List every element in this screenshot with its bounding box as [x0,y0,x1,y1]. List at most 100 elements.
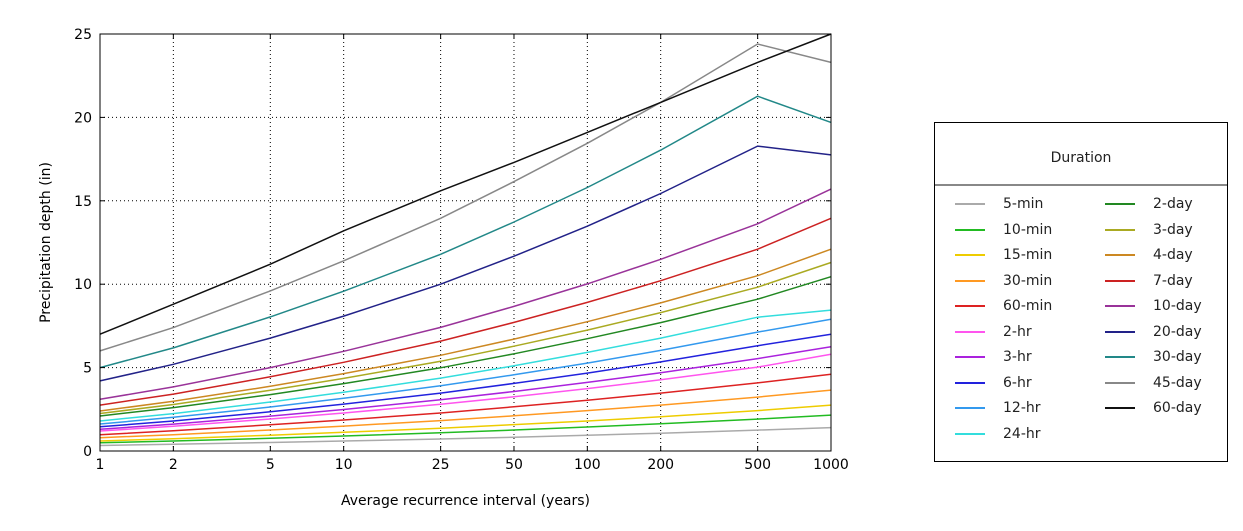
series-line-4-day [99,248,832,412]
y-axis-label: Precipitation depth (in) [38,162,54,323]
legend-label: 3-hr [1003,349,1032,365]
legend-item-3-hr: 3-hr [955,348,1032,366]
series-line-60-day [99,33,832,335]
legend-swatch [955,203,985,205]
series-line-10-min [99,414,832,444]
legend-item-3-day: 3-day [1105,221,1193,239]
x-tick-label: 50 [505,457,523,473]
series-layer [99,33,832,447]
legend-swatch [1105,228,1135,231]
series-line-5-min [99,426,832,447]
legend-label: 5-min [1003,196,1044,212]
legend-swatch [955,305,985,307]
x-tick-label: 1000 [813,457,849,473]
legend-swatch [1105,203,1135,205]
series-line-3-hr [99,346,832,431]
legend-item-60-day: 60-day [1105,399,1202,417]
legend-item-30-day: 30-day [1105,348,1202,366]
legend-swatch [955,254,985,256]
legend-label: 15-min [1003,247,1053,263]
legend-item-4-day: 4-day [1105,246,1193,264]
legend-label: 10-day [1153,298,1202,314]
series-line-15-min [99,404,832,442]
series-line-7-day [99,217,832,406]
legend-label: 7-day [1153,272,1193,289]
legend-label: 2-day [1153,196,1193,212]
x-axis-label: Average recurrence interval (years) [341,493,590,509]
legend: Duration 5-min 10-min 15-min 30-min 60-min 2-… [934,122,1228,462]
legend-label: 3-day [1153,221,1193,238]
legend-item-12-hr: 12-hr [955,399,1041,417]
legend-label: 45-day [1153,374,1202,391]
legend-item-10-day: 10-day [1105,297,1202,315]
x-tick-label: 2 [169,457,178,473]
plot-frame [99,33,832,452]
y-tick-label: 15 [74,194,92,210]
y-tick-label: 0 [83,444,92,460]
series-line-30-min [99,389,832,439]
series-line-24-hr [99,309,832,422]
legend-label: 2-hr [1003,323,1032,340]
legend-swatch [1105,381,1135,384]
legend-swatch [1105,330,1135,333]
x-tick-label: 25 [432,457,450,473]
legend-item-30-min: 30-min [955,272,1052,290]
x-tick-label: 200 [647,457,674,473]
series-line-2-day [99,275,832,417]
legend-label: 10-min [1003,221,1053,238]
legend-swatch [955,381,985,384]
series-line-60-min [99,373,832,436]
grid-layer [100,34,831,451]
legend-title: Duration [1050,150,1112,166]
y-tick-label: 5 [83,361,92,377]
x-tick-label: 10 [335,457,353,473]
legend-item-6-hr: 6-hr [955,374,1032,392]
legend-swatch [955,330,985,333]
y-tick-label: 10 [74,277,92,293]
legend-label: 30-day [1153,349,1202,365]
legend-item-15-min: 15-min [955,246,1052,264]
legend-item-2-day: 2-day [1105,195,1193,213]
legend-item-45-day: 45-day [1105,374,1202,392]
series-line-12-hr [99,318,832,425]
x-tick-label: 1 [96,457,105,473]
x-tick-label: 100 [574,457,601,473]
legend-item-20-day: 20-day [1105,323,1202,341]
series-line-30-day [99,95,832,369]
legend-item-10-min: 10-min [955,221,1052,239]
legend-swatch [1105,305,1135,307]
legend-item-5-min: 5-min [955,195,1043,213]
legend-swatch [955,279,985,282]
legend-label: 60-min [1003,298,1053,314]
legend-item-24-hr: 24-hr [955,425,1041,443]
series-line-2-hr [99,353,832,432]
series-line-6-hr [99,333,832,428]
legend-item-7-day: 7-day [1105,272,1193,290]
series-line-45-day [99,43,832,352]
legend-swatch [1105,279,1135,282]
legend-label: 30-min [1003,272,1053,289]
legend-label: 20-day [1153,323,1202,340]
x-tick-label: 500 [744,457,771,473]
series-line-3-day [99,261,832,415]
y-tick-label: 20 [74,110,92,126]
series-line-10-day [99,188,832,401]
legend-swatch [1105,254,1135,256]
legend-swatch [1105,356,1135,358]
legend-divider [935,184,1227,186]
legend-label: 4-day [1153,247,1193,263]
legend-item-2-hr: 2-hr [955,323,1032,341]
legend-swatch [955,432,985,435]
legend-swatch [1105,407,1135,409]
legend-label: 12-hr [1003,400,1041,416]
legend-label: 24-hr [1003,425,1041,442]
legend-swatch [955,228,985,231]
legend-label: 6-hr [1003,374,1032,391]
legend-item-60-min: 60-min [955,297,1052,315]
legend-label: 60-day [1153,400,1202,416]
y-tick-label: 25 [74,27,92,43]
series-line-20-day [99,145,832,382]
legend-swatch [955,356,985,358]
